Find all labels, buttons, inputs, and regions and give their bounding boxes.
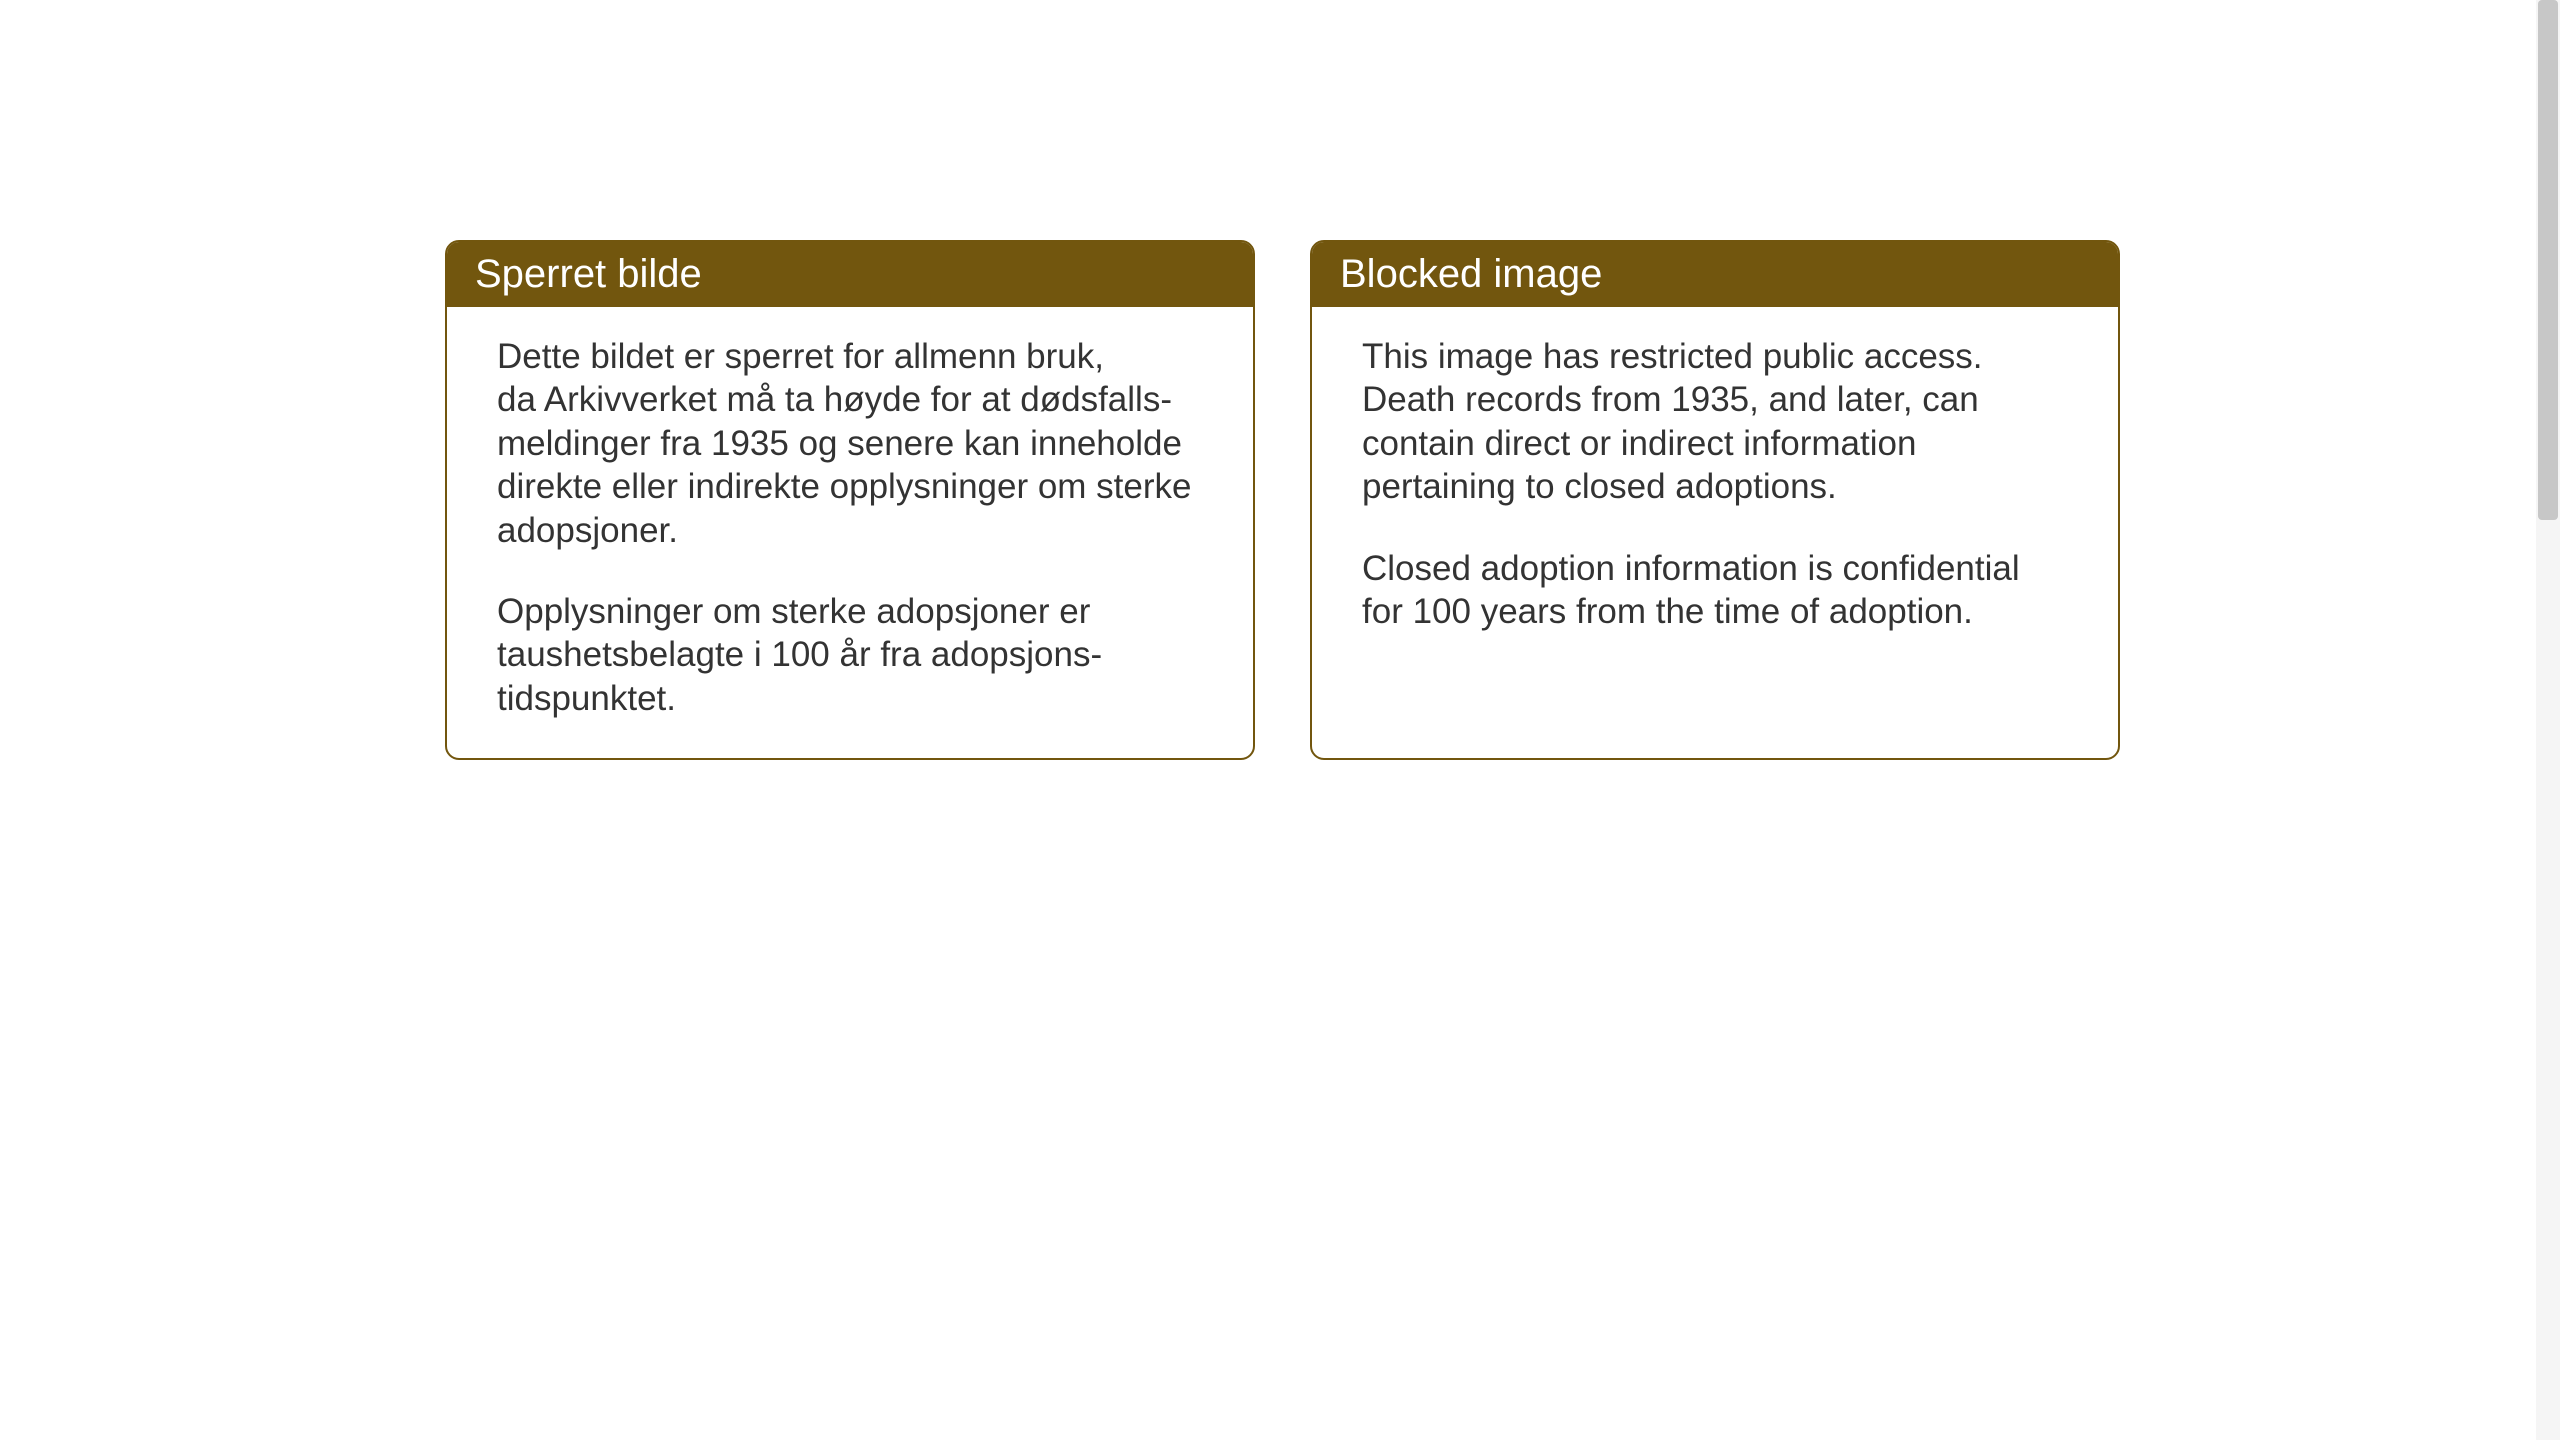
card-header-english: Blocked image: [1312, 242, 2118, 307]
card-title-english: Blocked image: [1340, 252, 1602, 296]
card-body-english: This image has restricted public access.…: [1312, 307, 2118, 671]
notice-card-norwegian: Sperret bilde Dette bildet er sperret fo…: [445, 240, 1255, 760]
card-header-norwegian: Sperret bilde: [447, 242, 1253, 307]
scrollbar-thumb[interactable]: [2538, 0, 2558, 520]
card-paragraph-english-2: Closed adoption information is confident…: [1362, 547, 2068, 634]
scrollbar-track[interactable]: [2536, 0, 2560, 1440]
card-body-norwegian: Dette bildet er sperret for allmenn bruk…: [447, 307, 1253, 758]
notice-card-english: Blocked image This image has restricted …: [1310, 240, 2120, 760]
card-paragraph-norwegian-2: Opplysninger om sterke adopsjoner er tau…: [497, 590, 1203, 720]
card-paragraph-norwegian-1: Dette bildet er sperret for allmenn bruk…: [497, 335, 1203, 552]
notice-cards-container: Sperret bilde Dette bildet er sperret fo…: [445, 240, 2120, 760]
card-title-norwegian: Sperret bilde: [475, 252, 702, 296]
card-paragraph-english-1: This image has restricted public access.…: [1362, 335, 2068, 509]
